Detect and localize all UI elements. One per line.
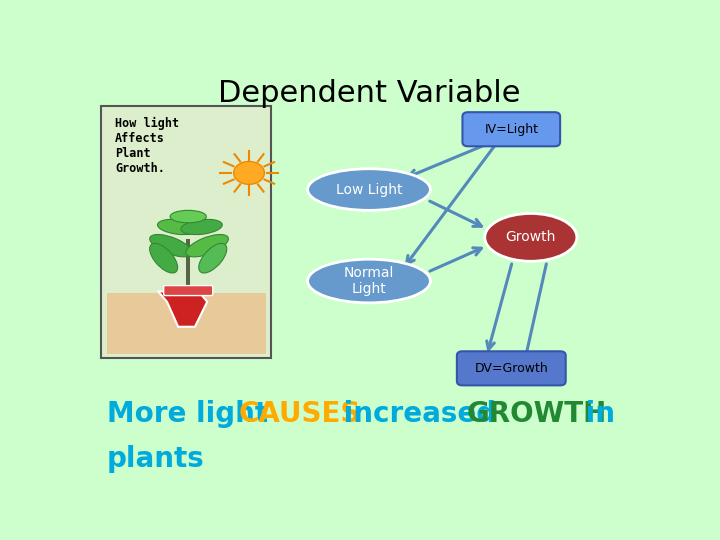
Ellipse shape <box>170 210 207 223</box>
Text: GROWTH: GROWTH <box>467 400 607 428</box>
Ellipse shape <box>199 244 227 273</box>
Text: Normal
Light: Normal Light <box>344 266 394 296</box>
Text: DV=Growth: DV=Growth <box>474 362 548 375</box>
FancyBboxPatch shape <box>457 352 566 386</box>
Ellipse shape <box>150 234 192 257</box>
Ellipse shape <box>485 213 577 261</box>
Polygon shape <box>158 292 207 327</box>
Ellipse shape <box>158 219 199 234</box>
Text: More light: More light <box>107 400 277 428</box>
Ellipse shape <box>186 234 228 257</box>
Text: IV=Light: IV=Light <box>485 123 539 136</box>
Ellipse shape <box>234 161 264 184</box>
FancyBboxPatch shape <box>462 112 560 146</box>
Text: increased: increased <box>334 400 505 428</box>
FancyBboxPatch shape <box>101 106 271 358</box>
Ellipse shape <box>307 168 431 211</box>
Text: Low Light: Low Light <box>336 183 402 197</box>
Text: in: in <box>576 400 615 428</box>
Text: How light
Affects
Plant
Growth.: How light Affects Plant Growth. <box>115 117 179 175</box>
Ellipse shape <box>181 219 222 234</box>
FancyBboxPatch shape <box>163 286 213 295</box>
Ellipse shape <box>307 259 431 303</box>
FancyBboxPatch shape <box>107 111 266 354</box>
Text: CAUSES: CAUSES <box>239 400 361 428</box>
FancyBboxPatch shape <box>107 294 266 354</box>
Text: plants: plants <box>107 446 204 473</box>
Text: Growth: Growth <box>505 231 556 245</box>
Text: Dependent Variable: Dependent Variable <box>217 79 521 109</box>
Ellipse shape <box>150 244 178 273</box>
Bar <box>186 239 190 289</box>
